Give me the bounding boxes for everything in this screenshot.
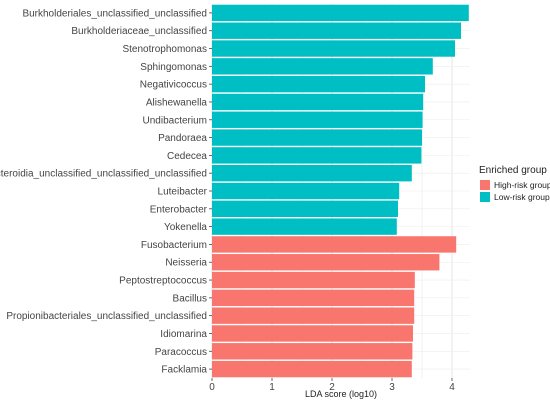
bar bbox=[212, 40, 455, 57]
category-label: Idiomarina bbox=[160, 329, 207, 340]
bar bbox=[212, 93, 424, 111]
category-label: Cedecea bbox=[167, 151, 207, 162]
category-label: Facklamia bbox=[161, 365, 207, 376]
bar bbox=[212, 22, 461, 39]
legend: Enriched group High-risk group Low-risk g… bbox=[479, 165, 550, 202]
category-label: Luteibacter bbox=[158, 187, 208, 198]
x-tick-label: 3 bbox=[389, 382, 395, 393]
bar bbox=[212, 325, 413, 342]
bar bbox=[212, 75, 425, 93]
bar bbox=[212, 307, 415, 324]
x-axis-ticks: 0 1 2 3 4 bbox=[209, 378, 455, 393]
x-tick-label: 2 bbox=[329, 382, 335, 393]
category-label: Propionibacteriales_unclassified_unclass… bbox=[6, 311, 207, 322]
category-label: Fusobacterium bbox=[141, 240, 207, 251]
bars bbox=[209, 4, 469, 378]
bar bbox=[212, 129, 422, 146]
legend-swatch bbox=[480, 180, 490, 190]
legend-label: High-risk group bbox=[494, 180, 550, 190]
category-label: Burkholderiaceae_unclassified bbox=[71, 26, 207, 37]
bar bbox=[212, 111, 423, 128]
category-label: Paracoccus bbox=[155, 347, 207, 358]
category-label: Yokenella bbox=[164, 222, 207, 233]
bar bbox=[212, 58, 433, 75]
legend-title: Enriched group bbox=[479, 165, 547, 176]
legend-swatch bbox=[480, 192, 490, 202]
bar bbox=[212, 236, 457, 253]
category-label: Bacillus bbox=[173, 293, 207, 304]
x-tick-label: 0 bbox=[209, 382, 215, 393]
x-axis-title: LDA score (log10) bbox=[305, 389, 377, 399]
category-label: Alishewanella bbox=[146, 97, 208, 108]
category-label: Undibacterium bbox=[143, 115, 207, 126]
bar bbox=[212, 343, 413, 360]
category-label: Enterobacter bbox=[150, 204, 208, 215]
category-label: Burkholderiales_unclassified_unclassifie… bbox=[22, 8, 207, 19]
x-tick-label: 1 bbox=[269, 382, 275, 393]
category-label: Neisseria bbox=[165, 258, 207, 269]
bar bbox=[212, 164, 412, 182]
bar bbox=[212, 4, 469, 22]
category-label: Sphingomonas bbox=[140, 62, 207, 73]
bar bbox=[212, 360, 412, 378]
legend-label: Low-risk group bbox=[494, 192, 550, 202]
category-label: Negativicoccus bbox=[140, 80, 207, 91]
bar bbox=[212, 254, 440, 271]
category-label: Peptostreptococcus bbox=[119, 276, 207, 287]
bar bbox=[212, 218, 397, 235]
x-tick-label: 4 bbox=[449, 382, 455, 393]
category-label: Bacteroidia_unclassified_unclassified_un… bbox=[0, 169, 207, 180]
bar bbox=[212, 289, 415, 307]
category-label: Pandoraea bbox=[158, 133, 207, 144]
bar bbox=[212, 182, 400, 200]
bar bbox=[212, 147, 422, 164]
bar bbox=[212, 200, 398, 218]
category-label: Stenotrophomonas bbox=[122, 44, 207, 55]
bar bbox=[212, 271, 415, 289]
category-labels: Burkholderiales_unclassified_unclassifie… bbox=[0, 8, 208, 375]
